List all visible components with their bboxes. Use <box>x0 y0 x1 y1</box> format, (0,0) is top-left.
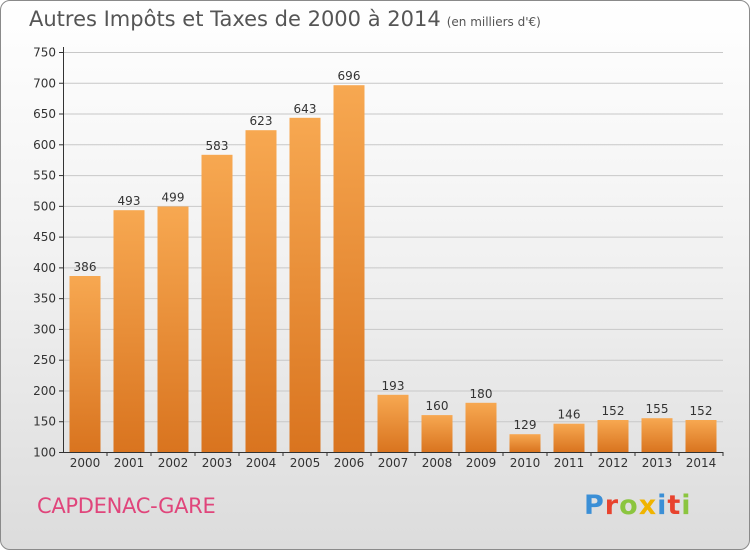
bars <box>69 85 717 453</box>
x-tick-label: 2013 <box>642 456 673 470</box>
y-tick-label: 600 <box>33 138 56 152</box>
y-tick-label: 300 <box>33 322 56 336</box>
x-tick-label: 2004 <box>246 456 277 470</box>
bar <box>377 394 409 452</box>
x-tick-label: 2005 <box>290 456 321 470</box>
labels: 100 150 200 250 300 350 400 450 500 550 600 650 700 7… <box>33 46 716 471</box>
bar <box>157 206 189 452</box>
chart-title: Autres Impôts et Taxes de 2000 à 2014 (en… <box>29 7 541 31</box>
y-tick-label: 700 <box>33 76 56 90</box>
bar-value-label: 146 <box>558 408 581 422</box>
x-tick-label: 2002 <box>158 456 189 470</box>
axes <box>59 47 724 456</box>
bar-value-label: 180 <box>470 387 493 401</box>
x-tick-label: 2010 <box>510 456 541 470</box>
y-tick-label: 550 <box>33 169 56 183</box>
bar <box>245 130 277 452</box>
y-tick-label: 650 <box>33 107 56 121</box>
y-tick-label: 500 <box>33 199 56 213</box>
bar <box>685 420 717 452</box>
bar-value-label: 386 <box>74 260 97 274</box>
y-tick-label: 450 <box>33 230 56 244</box>
x-tick-label: 2001 <box>114 456 145 470</box>
y-tick-label: 150 <box>33 415 56 429</box>
logo-letter: x <box>638 490 658 521</box>
x-tick-label: 2009 <box>466 456 497 470</box>
bar <box>509 434 541 452</box>
proxiti-logo[interactable]: Proxiti <box>584 490 692 521</box>
x-tick-label: 2012 <box>598 456 629 470</box>
bar-value-label: 160 <box>426 399 449 413</box>
x-tick-label: 2006 <box>334 456 365 470</box>
x-tick-label: 2007 <box>378 456 409 470</box>
bar <box>289 117 321 453</box>
chart-title-text: Autres Impôts et Taxes de 2000 à 2014 <box>29 7 441 31</box>
bar-value-label: 643 <box>294 102 317 116</box>
bar-value-label: 696 <box>338 69 361 83</box>
bar <box>597 420 629 452</box>
bar-value-label: 152 <box>690 404 713 418</box>
bar <box>465 402 497 452</box>
bar <box>333 85 365 452</box>
bar-value-label: 155 <box>646 402 669 416</box>
logo-letter: P <box>584 490 605 521</box>
logo-letter: r <box>604 490 620 521</box>
logo-letter: t <box>667 490 682 521</box>
x-tick-label: 2000 <box>70 456 101 470</box>
logo-letter: i <box>681 490 692 521</box>
x-tick-label: 2011 <box>554 456 585 470</box>
y-tick-label: 250 <box>33 353 56 367</box>
bar-value-label: 493 <box>118 194 141 208</box>
y-tick-label: 100 <box>33 446 56 460</box>
bar-value-label: 623 <box>250 114 273 128</box>
bar <box>69 276 101 452</box>
x-tick-label: 2003 <box>202 456 233 470</box>
logo-letter: o <box>619 490 639 521</box>
logo-letter: i <box>657 490 668 521</box>
bar-value-label: 583 <box>206 139 229 153</box>
bar <box>201 154 233 453</box>
bar-value-label: 129 <box>514 418 537 432</box>
x-tick-label: 2014 <box>686 456 717 470</box>
place-name: CAPDENAC-GARE <box>37 494 216 518</box>
x-tick-label: 2008 <box>422 456 453 470</box>
bar <box>421 415 453 452</box>
y-tick-label: 200 <box>33 384 56 398</box>
bar-value-label: 193 <box>382 379 405 393</box>
bar <box>641 418 673 452</box>
bar <box>553 423 585 452</box>
bar-value-label: 499 <box>162 191 185 205</box>
bar-value-label: 152 <box>602 404 625 418</box>
bar <box>113 210 145 452</box>
y-tick-label: 750 <box>33 46 56 60</box>
chart-unit: (en milliers d'€) <box>446 15 541 29</box>
y-tick-label: 400 <box>33 261 56 275</box>
y-tick-label: 350 <box>33 292 56 306</box>
